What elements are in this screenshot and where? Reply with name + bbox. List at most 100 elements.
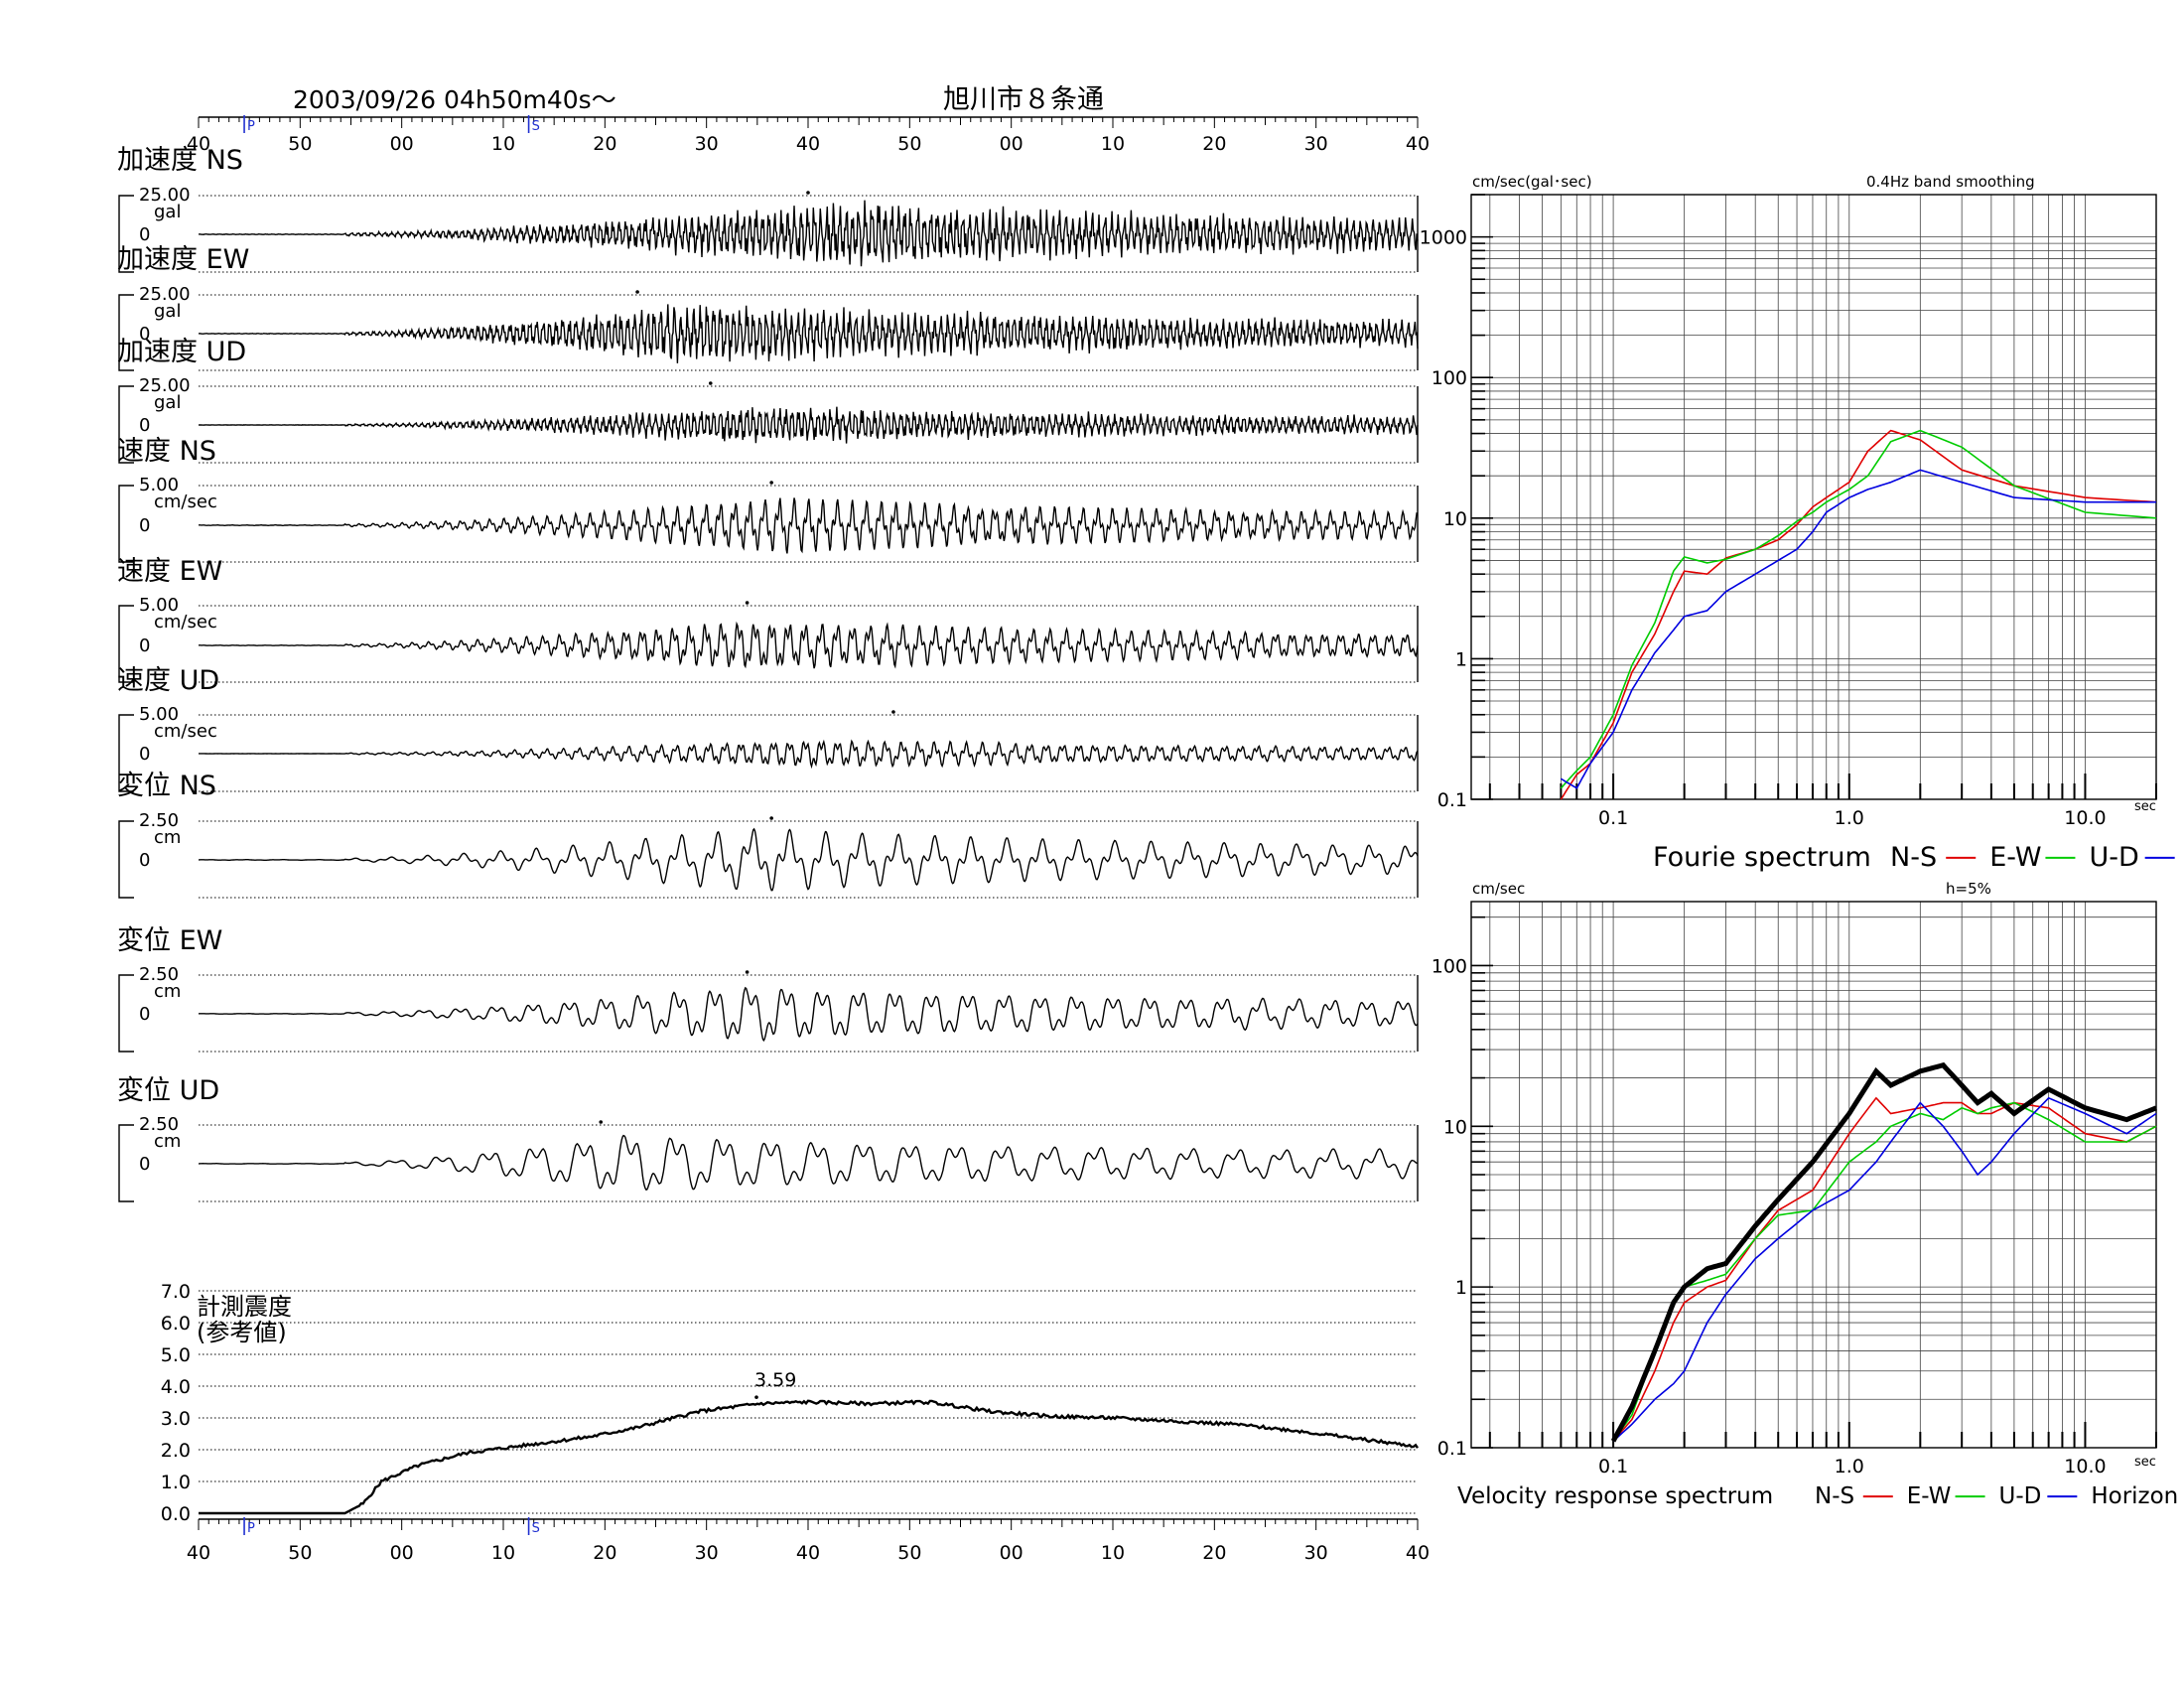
spectrum-frame bbox=[1470, 901, 2157, 1449]
top-tick-label: 00 bbox=[390, 133, 414, 155]
waveform-label: 速度 NS bbox=[117, 436, 216, 467]
legend-entry-label: E-W bbox=[1907, 1483, 1952, 1509]
top-tick-label: 30 bbox=[695, 133, 719, 155]
intensity-max-label: 3.59 bbox=[754, 1369, 796, 1391]
top-tick-label: 50 bbox=[897, 133, 921, 155]
waveform-unit: gal bbox=[154, 392, 181, 413]
spectrum-y-tick-label: 100 bbox=[1432, 955, 1467, 977]
intensity-y-tick: 6.0 bbox=[161, 1313, 191, 1335]
top-tick-label: 40 bbox=[187, 133, 210, 155]
legend-entry-label: Horizon bbox=[2091, 1483, 2178, 1509]
waveform-label: 変位 UD bbox=[117, 1075, 219, 1106]
waveform-bracket bbox=[118, 714, 134, 792]
velresp-legend: Velocity response spectrum N-S E-W U-D Hori… bbox=[1457, 1483, 2178, 1509]
spectrum-y-tick-label: 10 bbox=[1443, 508, 1467, 530]
waveform-bracket bbox=[118, 605, 134, 683]
waveform-bracket bbox=[118, 485, 134, 563]
spectrum-series-line bbox=[1612, 1096, 2157, 1442]
waveform-zero: 0 bbox=[139, 744, 150, 765]
bottom-tick-label: 40 bbox=[1406, 1542, 1430, 1564]
bottom-tick-label: 20 bbox=[593, 1542, 616, 1564]
waveform-label: 加速度 UD bbox=[117, 337, 246, 367]
fourier-legend: Fourie spectrum N-S E-W U-D bbox=[1653, 842, 2175, 873]
waveform-bracket bbox=[118, 385, 134, 464]
spectrum-x-tick-label: 10.0 bbox=[2064, 1456, 2106, 1477]
legend-entry-label: U-D bbox=[1999, 1483, 2042, 1509]
spectrum-series-line bbox=[1560, 469, 2156, 789]
top-tick-label: 10 bbox=[1101, 133, 1125, 155]
legend-entry-label: U-D bbox=[2089, 842, 2138, 873]
waveform-scale: 5.00 bbox=[139, 475, 179, 495]
waveform-zero: 0 bbox=[139, 1004, 150, 1025]
waveform-trace bbox=[199, 497, 1419, 554]
velresp-note: h=5% bbox=[1946, 880, 1991, 898]
waveform-peak-dot bbox=[769, 816, 773, 820]
spectrum-y-tick-label: 0.1 bbox=[1437, 789, 1467, 811]
waveform-bracket bbox=[118, 294, 134, 371]
waveform-label: 加速度 EW bbox=[117, 244, 249, 275]
top-tick-label: 30 bbox=[1304, 133, 1328, 155]
p-marker-label: P bbox=[247, 1521, 255, 1536]
waveform-unit: cm/sec bbox=[154, 721, 217, 742]
bottom-tick-label: 40 bbox=[187, 1542, 210, 1564]
fourier-spectrum-chart: cm/sec(gal･sec) 0.4Hz band smoothing sec… bbox=[1420, 173, 2157, 829]
spectrum-x-tick-label: 0.1 bbox=[1598, 807, 1628, 829]
intensity-y-tick: 3.0 bbox=[161, 1408, 191, 1430]
top-tick-label: 20 bbox=[593, 133, 616, 155]
waveform-unit: gal bbox=[154, 202, 181, 222]
bottom-tick-label: 00 bbox=[1000, 1542, 1024, 1564]
waveform-scale: 5.00 bbox=[139, 595, 179, 616]
intensity-y-tick: 4.0 bbox=[161, 1376, 191, 1398]
bottom-tick-label: 20 bbox=[1202, 1542, 1226, 1564]
spectrum-y-tick-label: 1 bbox=[1455, 648, 1467, 670]
intensity-y-tick: 2.0 bbox=[161, 1440, 191, 1462]
intensity-y-tick: 1.0 bbox=[161, 1472, 191, 1493]
top-tick-label: 50 bbox=[288, 133, 312, 155]
waveform-peak-dot bbox=[745, 601, 750, 605]
velresp-title: Velocity response spectrum bbox=[1457, 1483, 1773, 1509]
waveform-scale: 25.00 bbox=[139, 284, 191, 305]
waveform-zero: 0 bbox=[139, 415, 150, 436]
waveform-unit: cm bbox=[154, 827, 181, 848]
top-tick-label: 40 bbox=[796, 133, 820, 155]
intensity-panel: 計測震度 (参考値) 3.59 7.0 6.0 5.0 4.0 3.0 2.0 1.0 0.0 bbox=[161, 1281, 1419, 1525]
waveform-peak-dot bbox=[891, 710, 895, 714]
velresp-ylabel: cm/sec bbox=[1472, 880, 1525, 898]
spectrum-x-tick-label: 1.0 bbox=[1835, 807, 1864, 829]
velocity-response-chart: cm/sec h=5% sec 0.1 1.0 10.0 0.1 1 10 100 bbox=[1432, 880, 2157, 1477]
fourier-ylabel: cm/sec(gal･sec) bbox=[1472, 173, 1592, 191]
waveform-bracket bbox=[118, 1124, 134, 1202]
intensity-title: 計測震度 bbox=[197, 1293, 292, 1321]
waveform-zero: 0 bbox=[139, 850, 150, 871]
spectrum-y-tick-label: 100 bbox=[1432, 367, 1467, 389]
bottom-tick-label: 40 bbox=[796, 1542, 820, 1564]
bottom-tick-label: 10 bbox=[491, 1542, 515, 1564]
legend-entry-label: E-W bbox=[1989, 842, 2041, 873]
intensity-y-tick: 5.0 bbox=[161, 1344, 191, 1366]
waveform-unit: cm/sec bbox=[154, 492, 217, 512]
waveform-trace bbox=[198, 406, 1419, 444]
velresp-xlabel: sec bbox=[2134, 1455, 2156, 1470]
datetime-title: 2003/09/26 04h50m40s〜 bbox=[293, 85, 616, 114]
spectrum-x-tick-label: 1.0 bbox=[1835, 1456, 1864, 1477]
spectrum-series-line bbox=[1610, 1061, 2157, 1443]
intensity-max-dot bbox=[754, 1395, 758, 1399]
spectrum-y-tick-label: 0.1 bbox=[1437, 1438, 1467, 1460]
top-tick-label: 40 bbox=[1406, 133, 1430, 155]
waveform-scale: 25.00 bbox=[139, 375, 191, 396]
waveform-bracket bbox=[118, 820, 134, 899]
spectrum-series-line bbox=[1560, 429, 2157, 789]
top-tick-label: 10 bbox=[491, 133, 515, 155]
fourier-xlabel: sec bbox=[2134, 799, 2156, 814]
spectrum-y-tick-label: 1 bbox=[1455, 1277, 1467, 1299]
waveform-label: 速度 UD bbox=[117, 665, 219, 696]
waveform-peak-dot bbox=[635, 290, 639, 294]
bottom-tick-label: 30 bbox=[1304, 1542, 1328, 1564]
